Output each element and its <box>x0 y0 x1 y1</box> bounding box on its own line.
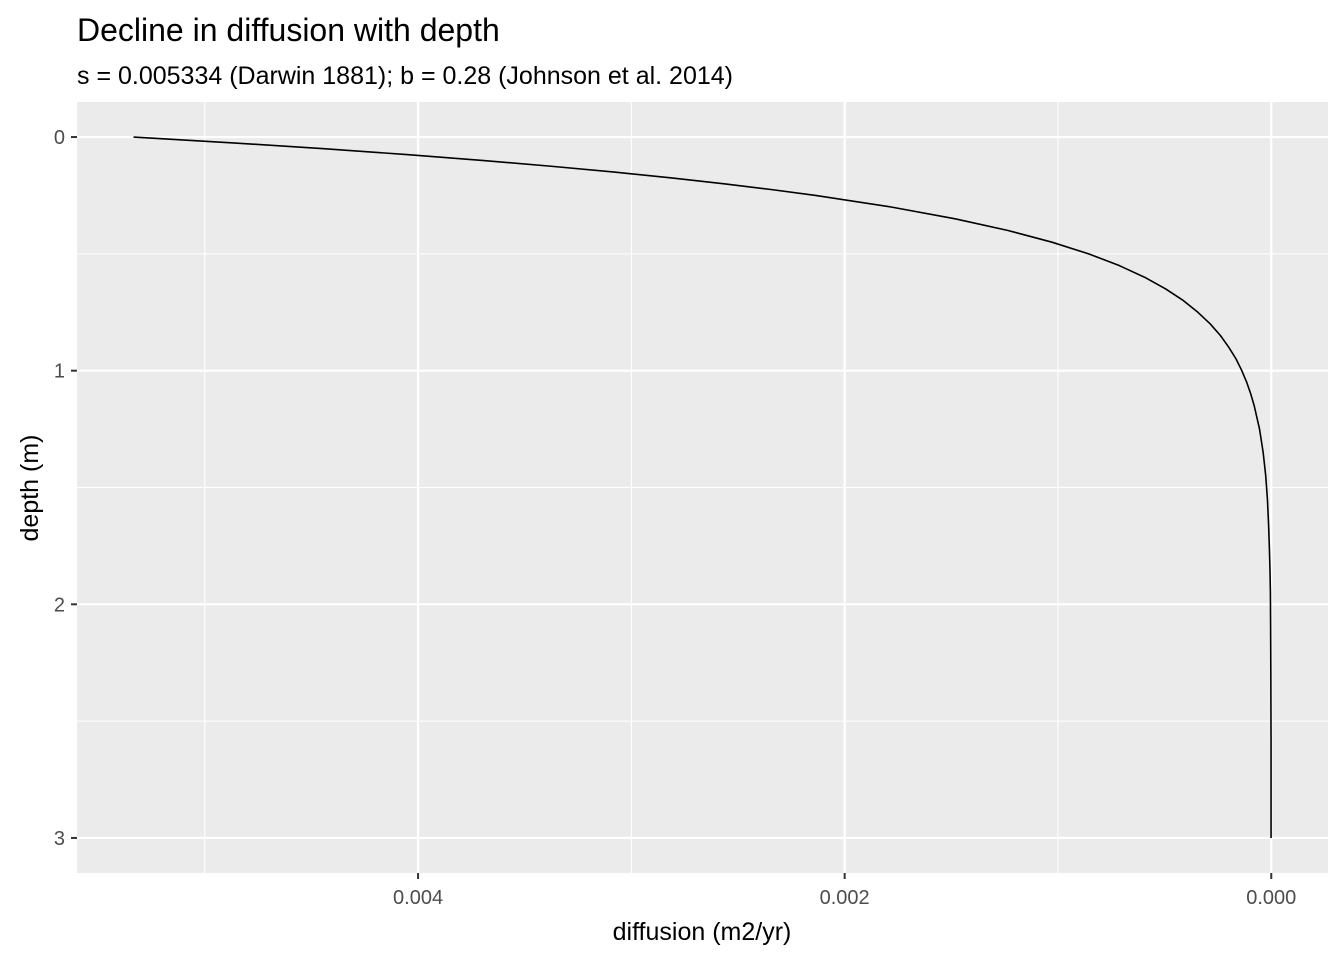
x-tick-label: 0.002 <box>820 887 870 909</box>
grid-major <box>77 102 1328 873</box>
y-axis-title: depth (m) <box>16 435 44 542</box>
series-layer <box>133 136 1272 838</box>
y-tick-label: 3 <box>54 828 65 850</box>
y-axis-ticks: 0 1 2 3 <box>54 127 77 850</box>
series-line <box>133 136 1272 838</box>
x-tick-label: 0.004 <box>393 887 443 909</box>
x-axis-ticks: 0.004 0.002 0.000 <box>393 873 1296 909</box>
chart-title: Decline in diffusion with depth <box>77 12 500 48</box>
y-tick-label: 1 <box>54 361 65 383</box>
y-tick-label: 0 <box>54 127 65 149</box>
grid-minor <box>77 102 1328 873</box>
x-tick-label: 0.000 <box>1246 887 1296 909</box>
x-axis-title: diffusion (m2/yr) <box>613 918 792 946</box>
chart-subtitle: s = 0.005334 (Darwin 1881); b = 0.28 (Jo… <box>77 62 733 90</box>
y-tick-label: 2 <box>54 594 65 616</box>
